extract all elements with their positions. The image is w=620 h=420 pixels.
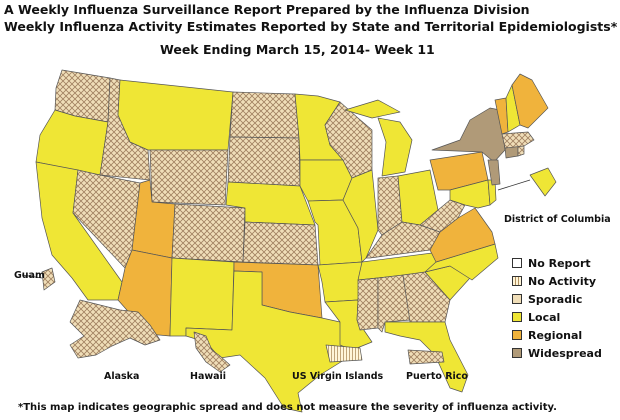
legend-swatch bbox=[512, 294, 522, 304]
state-texas bbox=[185, 270, 345, 413]
legend-swatch bbox=[512, 276, 522, 286]
report-subtitle: Weekly Influenza Activity Estimates Repo… bbox=[4, 19, 618, 34]
state-michigan-up bbox=[344, 99, 401, 119]
label-alaska: Alaska bbox=[104, 371, 140, 382]
legend-item: Regional bbox=[512, 326, 602, 344]
legend-label: Regional bbox=[528, 328, 583, 342]
state-new-mexico bbox=[169, 257, 235, 337]
state-dc bbox=[529, 167, 557, 197]
legend-item: No Activity bbox=[512, 272, 602, 290]
state-georgia bbox=[402, 271, 451, 323]
guam-leader-line bbox=[21, 274, 43, 279]
legend-swatch bbox=[512, 330, 522, 340]
state-north-dakota bbox=[229, 91, 300, 139]
state-iowa bbox=[299, 159, 353, 202]
state-alaska bbox=[69, 299, 161, 359]
report-title: A Weekly Influenza Surveillance Report P… bbox=[4, 2, 530, 17]
legend-label: Local bbox=[528, 310, 561, 324]
state-mississippi bbox=[356, 277, 379, 331]
state-hawaii bbox=[193, 331, 231, 373]
legend-label: Widespread bbox=[528, 346, 602, 360]
state-florida bbox=[384, 321, 469, 393]
label-hawaii: Hawaii bbox=[190, 371, 227, 382]
state-montana bbox=[117, 79, 234, 151]
state-new-jersey bbox=[487, 159, 501, 186]
state-colorado bbox=[171, 203, 246, 263]
state-south-dakota bbox=[227, 136, 301, 187]
legend-swatch bbox=[512, 258, 522, 268]
legend-swatch bbox=[512, 348, 522, 358]
legend-swatch bbox=[512, 312, 522, 322]
legend-item: No Report bbox=[512, 254, 602, 272]
state-michigan bbox=[377, 117, 413, 177]
label-usvi: US Virgin Islands bbox=[292, 371, 384, 382]
state-arkansas bbox=[317, 261, 363, 303]
territory-usvi bbox=[325, 344, 363, 363]
territory-puerto-rico bbox=[407, 349, 445, 365]
state-massachusetts bbox=[501, 131, 535, 149]
legend-item: Sporadic bbox=[512, 290, 602, 308]
legend-item: Local bbox=[512, 308, 602, 326]
state-rhode-island bbox=[517, 145, 525, 157]
state-maine bbox=[511, 73, 549, 129]
state-wyoming bbox=[149, 149, 229, 206]
label-guam: Guam bbox=[14, 270, 45, 281]
footnote: *This map indicates geographic spread an… bbox=[18, 402, 557, 413]
legend-item: Widespread bbox=[512, 344, 602, 362]
map-legend: No Report No Activity Sporadic Local Regiona… bbox=[512, 254, 602, 362]
legend-label: No Report bbox=[528, 256, 591, 270]
dc-leader-line bbox=[497, 179, 531, 191]
week-label: Week Ending March 15, 2014- Week 11 bbox=[160, 42, 435, 57]
territory-guam bbox=[41, 267, 56, 291]
legend-label: Sporadic bbox=[528, 292, 583, 306]
state-illinois bbox=[342, 169, 379, 263]
state-kansas bbox=[242, 221, 319, 266]
label-dc: District of Columbia bbox=[504, 214, 611, 225]
legend-label: No Activity bbox=[528, 274, 597, 288]
label-puerto-rico: Puerto Rico bbox=[406, 371, 468, 382]
